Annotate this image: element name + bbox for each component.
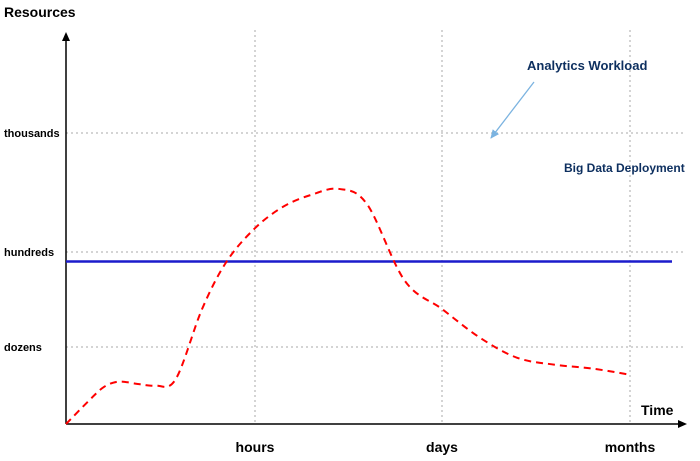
analytics-workload-annotation: Analytics Workload	[527, 58, 647, 73]
x-tick-label: months	[605, 439, 656, 455]
y-tick-label: thousands	[4, 128, 60, 140]
y-axis-label: Resources	[4, 4, 76, 20]
x-tick-label: days	[426, 439, 458, 455]
series-line-analytics-workload	[65, 187, 631, 425]
annotation-arrow	[490, 81, 535, 139]
x-tick-label: hours	[236, 439, 275, 455]
x-tick-labels: hours days months	[236, 439, 656, 455]
series-layer	[65, 187, 672, 425]
grid	[66, 30, 683, 424]
y-tick-label: dozens	[4, 342, 42, 354]
x-axis-label: Time	[641, 402, 674, 418]
y-tick-label: hundreds	[4, 247, 54, 259]
big-data-deployment-annotation: Big Data Deployment	[564, 161, 685, 175]
y-tick-labels: dozens hundreds thousands	[4, 128, 60, 354]
